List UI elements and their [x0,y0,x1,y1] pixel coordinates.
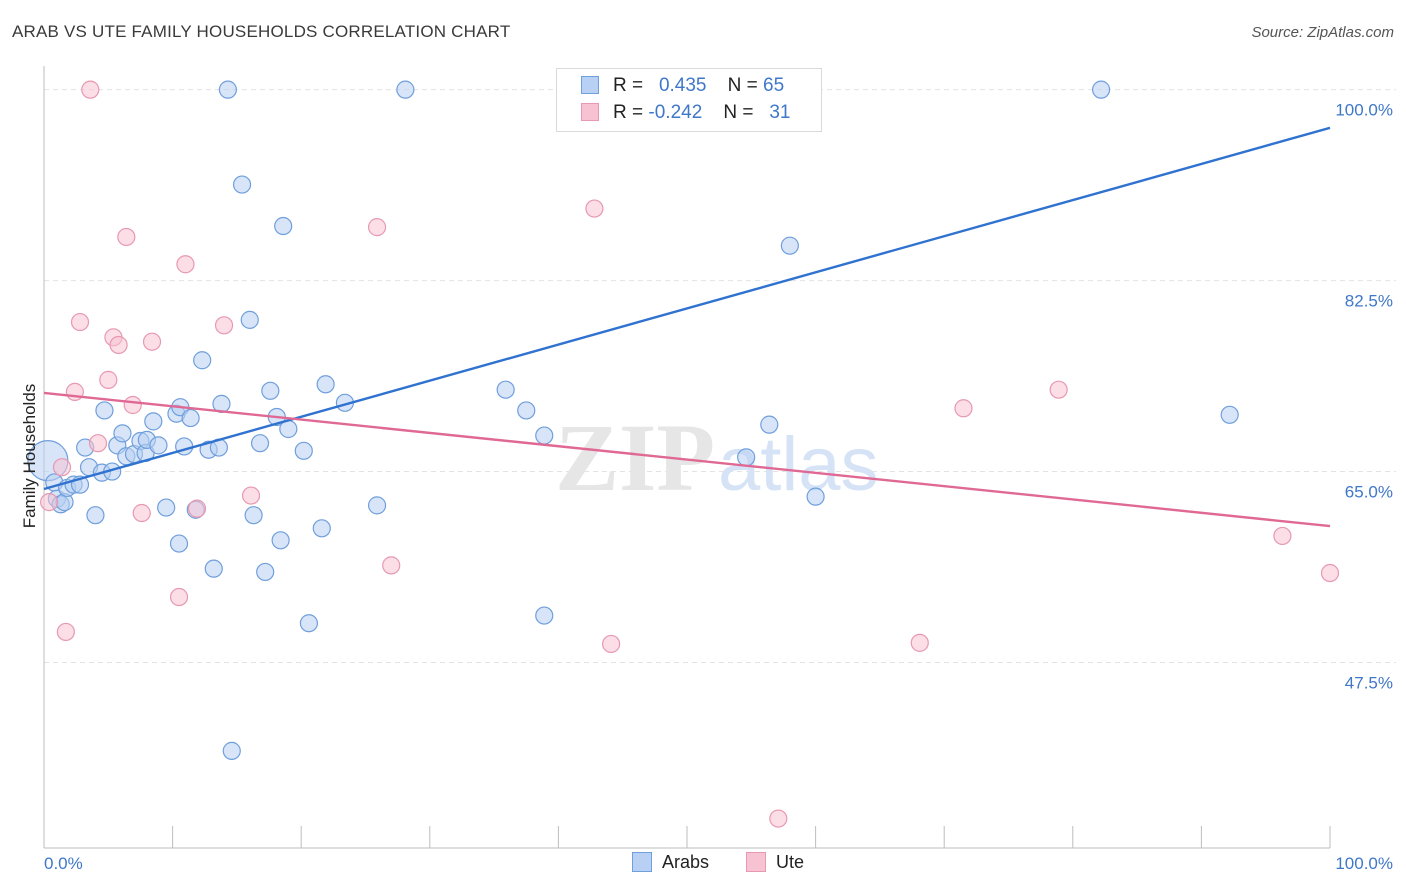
ute-point [99,370,118,389]
arabs-r-value: 0.435 [658,75,707,96]
arabs-point [737,448,756,467]
arabs-point [244,506,263,525]
labels-layer: Family Households 47.5% 65.0% 82.5% 100.0% 0… [20,101,1393,873]
stats-legend: R = 0.435 N = 65 R = -0.242 N = 31 [556,68,822,132]
ute-point [769,809,788,828]
y-tick-label: 47.5% [1345,674,1393,693]
x-tick-label-max: 100.0% [1335,854,1393,873]
arabs-point [367,496,387,515]
arabs-point [149,436,168,455]
ute-point [241,486,261,505]
ute-legend-label: Ute [776,852,805,872]
arabs-swatch [581,76,599,94]
arabs-point [535,426,554,445]
x-tick-label-min: 0.0% [44,854,83,873]
ute-point [910,633,929,652]
ute-point [382,556,401,575]
arabs-r-label: R = [613,75,644,96]
y-tick-label: 100.0% [1335,101,1393,120]
grid-layer [44,89,1396,664]
ute-n-label: N = [723,102,754,123]
ute-point [214,316,234,335]
ute-trend-line [43,391,1331,528]
arabs-n-label: N = [727,75,758,96]
arabs-point [169,534,189,553]
arabs-point [316,375,335,394]
arabs-n-value: 65 [763,75,785,96]
arabs-point [157,498,176,517]
arabs-point [517,401,536,420]
arabs-point [535,606,554,625]
arabs-point [95,401,114,420]
ute-point [56,622,75,642]
ute-point [117,227,136,247]
arabs-point [250,434,270,453]
ute-point [602,634,621,654]
ute-n-value: 31 [769,102,791,123]
ute-point [132,503,151,523]
arabs-point [1220,405,1239,424]
bottom-legend-ute[interactable]: Ute [746,852,804,873]
legend-row-ute: R = -0.242 N = 31 [581,102,790,126]
arabs-point [396,80,415,99]
ute-point [176,255,195,274]
source-label: Source: ZipAtlas.com [1251,24,1394,41]
arabs-point [181,408,200,428]
arabs-point [780,236,799,255]
arabs-point [86,506,105,525]
y-tick-label: 82.5% [1345,292,1393,311]
ute-point [367,218,387,237]
arabs-point [232,175,252,194]
ute-point [52,458,72,477]
arabs-legend-swatch [632,852,652,872]
ute-point [123,395,142,415]
ute-point [1320,563,1340,583]
arabs-point [806,487,825,506]
arabs-point [193,351,212,370]
ute-point [70,312,90,332]
ute-legend-swatch [746,852,766,872]
arabs-point [312,519,331,538]
watermark-zip: ZIP [555,404,715,511]
ute-point [1049,380,1068,399]
ute-swatch [581,103,599,121]
ute-point [187,499,207,518]
chart-title: ARAB VS UTE FAMILY HOUSEHOLDS CORRELATIO… [12,22,511,41]
legend-row-arabs: R = 0.435 N = 65 [581,75,784,99]
arabs-point [274,216,293,236]
ute-point [1273,526,1292,546]
ute-point [142,332,162,351]
arabs-point [1091,80,1111,99]
ute-point [109,335,128,355]
ute-point [954,399,973,418]
ute-r-value: -0.242 [648,102,703,123]
arabs-point [240,310,259,329]
bottom-legend-arabs[interactable]: Arabs [632,852,709,873]
ute-point [88,434,108,453]
arabs-point [218,80,237,99]
y-tick-label: 65.0% [1345,483,1393,502]
y-axis-label: Family Households [20,384,39,529]
ute-point [585,199,604,218]
ute-point [81,80,100,99]
arabs-point [760,415,779,434]
arabs-point [113,424,132,443]
watermark: ZIP atlas [555,404,879,511]
arabs-point [204,559,223,578]
arabs-point [496,380,515,399]
arabs-point [299,614,319,633]
arabs-legend-label: Arabs [662,852,710,872]
ute-r-label: R = [613,102,644,123]
arabs-point [294,441,313,460]
arabs-point [256,562,275,582]
arabs-point [144,412,163,431]
arabs-point [261,381,280,400]
arabs-point [271,531,290,550]
arabs-point [222,741,241,760]
trend-layer [43,126,1331,528]
arabs-trend-line [43,126,1331,491]
ute-point [40,493,59,512]
ute-point [169,587,189,607]
